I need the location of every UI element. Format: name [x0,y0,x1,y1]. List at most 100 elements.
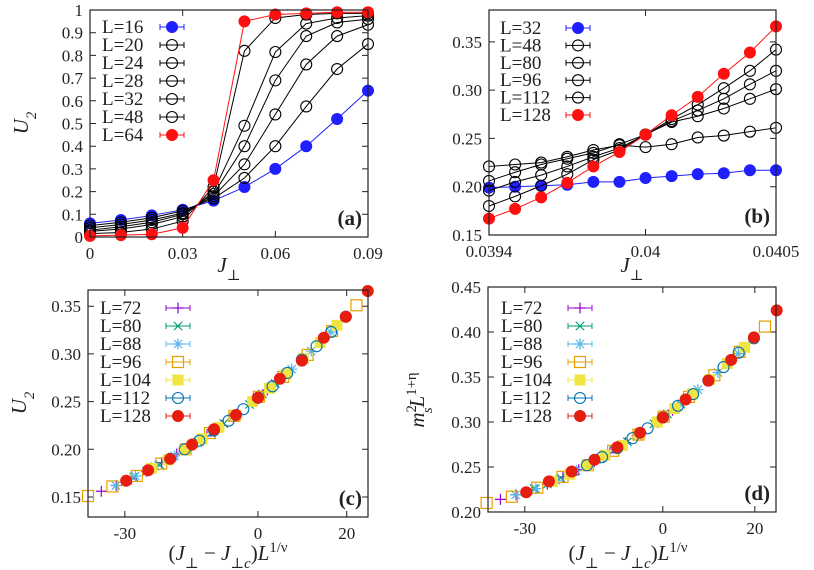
y-tick-label: 0.35 [451,368,481,387]
data-point [565,465,578,478]
data-point [317,331,330,344]
x-tick-label: 0.06 [260,244,290,263]
data-point [266,380,279,393]
legend-label: L=64 [102,125,144,146]
y-tick-label: 0.15 [51,488,81,507]
y-tick-label: 0.3 [62,160,83,179]
data-point [531,481,544,494]
data-point [269,74,282,87]
data-point [639,141,652,154]
data-point [331,30,344,43]
legend-errorbar [165,359,191,365]
data-point [120,474,133,487]
data-point [269,140,282,153]
legend-errorbar [567,395,593,401]
y-tick-label: 0.35 [452,33,482,52]
y-tick-label: 0.2 [62,183,83,202]
data-point [339,310,352,323]
data-point [129,470,141,482]
data-point [581,459,593,471]
data-point [300,58,313,71]
label-segment: U [7,397,31,414]
series-L=128 [483,20,782,225]
data-point [142,464,155,477]
data-point [542,475,555,488]
data-point [164,452,177,465]
data-point [535,191,548,204]
data-point [561,160,574,173]
data-point [743,164,756,177]
data-point [651,416,663,428]
plot-frame [89,9,369,238]
data-point [145,228,158,241]
legend-marker [574,374,586,386]
label-segment: − [199,541,221,565]
legend-marker [571,74,585,87]
legend-label: L=112 [100,388,150,409]
data-point [480,496,493,510]
label-segment: ⊥ [585,556,599,570]
legend-marker [575,321,585,331]
legend-marker [574,338,586,350]
y-tick-label: 0.15 [452,226,482,245]
data-point [269,45,282,59]
y-tick-label: 0.35 [51,297,81,316]
data-point [222,414,235,427]
x-tick-label: -30 [513,519,536,538]
series-line [89,24,369,229]
data-point [587,175,600,188]
label-segment: ⊥ [227,268,241,284]
y-axis-label: U2 [9,111,40,134]
data-point [639,172,652,185]
legend-label: L=24 [102,53,144,74]
data-point [669,403,681,414]
data-point [743,125,756,138]
y-tick-label: 0.45 [451,278,481,297]
legend-label: L=16 [102,17,143,38]
data-point [712,367,724,378]
data-point [238,15,251,28]
data-point [717,129,730,142]
legend-marker [171,355,185,369]
data-point [509,158,522,171]
data-point [656,411,669,424]
y-tick-label: 0.25 [452,129,482,148]
label-segment: s [420,407,436,413]
data-point [732,348,744,360]
legend-errorbar [159,42,185,48]
x-axis-label: (J⊥ − J⊥c)L1/ν [169,540,288,570]
series-L=104 [145,319,343,474]
series-line [89,43,369,227]
legend-label: L=112 [501,388,551,409]
legend-label: L=128 [500,105,551,126]
data-point [743,92,756,105]
data-point [509,180,522,193]
legend-marker [166,21,178,33]
data-point [510,489,522,501]
legend-marker [574,410,586,422]
data-point [325,326,337,338]
y-tick-label: 0.6 [62,92,83,111]
x-tick-label: 20 [338,524,355,543]
y-tick-label: 0.25 [451,458,481,477]
legend-label: L=112 [500,88,550,109]
data-point [588,453,601,466]
data-point [280,368,292,380]
data-point [300,7,313,20]
data-point [95,485,107,497]
y-tick-label: 0.40 [451,323,481,342]
data-point [269,108,282,121]
y-tick-label: 0.20 [51,440,81,459]
legend-marker [573,391,587,405]
x-tick-label: 0.0405 [753,242,800,261]
x-axis-label: J⊥ [620,253,643,284]
data-point [305,345,317,357]
data-point [691,168,704,181]
legend-errorbar [565,77,591,84]
data-point [350,299,363,312]
data-point [509,166,522,179]
data-point [665,170,678,183]
data-point [671,399,685,412]
data-point [634,426,647,439]
series-line [89,12,368,235]
